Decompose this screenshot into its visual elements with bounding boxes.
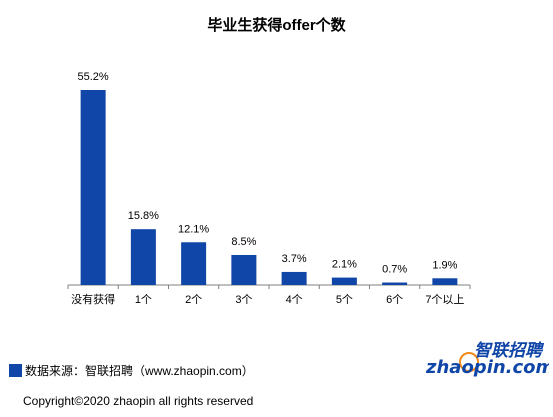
category-label-4: 3个: [235, 293, 252, 306]
source-marker-icon: [9, 364, 22, 377]
bar-1: [80, 90, 106, 285]
category-label-2: 1个: [135, 293, 152, 306]
copyright-text: Copyright©2020 zhaopin all rights reserv…: [23, 394, 254, 408]
bar-6: [331, 277, 357, 285]
logo-accent-ring: [459, 352, 479, 372]
value-labels-group: 55.2% 15.8% 12.1% 8.5% 3.7% 2.1% 0.7% 1.9%: [78, 71, 458, 276]
logo-cn-text: 智联招聘: [474, 341, 545, 361]
category-label-6: 5个: [336, 293, 353, 306]
bar-7: [382, 282, 408, 285]
bars-group: [80, 90, 458, 285]
bar-8: [432, 278, 458, 285]
value-label-1: 55.2%: [78, 71, 109, 83]
category-label-8: 7个以上: [425, 293, 464, 306]
tick-marks-group: [67, 285, 471, 289]
value-label-3: 12.1%: [178, 223, 209, 235]
category-label-5: 4个: [286, 293, 303, 306]
bar-2: [130, 229, 156, 285]
value-label-6: 2.1%: [332, 259, 357, 271]
value-label-8: 1.9%: [432, 259, 457, 271]
category-label-1: 没有获得: [71, 292, 115, 306]
bar-4: [231, 254, 257, 285]
bar-5: [281, 271, 307, 285]
chart-title: 毕业生获得offer个数: [207, 17, 346, 34]
logo-en-text: zhaopin.com: [425, 357, 549, 378]
source-text: 数据来源：智联招聘（www.zhaopin.com）: [25, 364, 254, 378]
value-label-2: 15.8%: [128, 210, 159, 222]
value-label-5: 3.7%: [282, 253, 307, 265]
category-label-3: 2个: [185, 293, 202, 306]
value-label-4: 8.5%: [231, 236, 256, 248]
value-label-7: 0.7%: [382, 264, 407, 276]
bar-3: [181, 242, 207, 285]
zhaopin-logo: 智联招聘 zhaopin.com: [425, 341, 549, 378]
category-label-7: 6个: [386, 293, 403, 306]
category-labels-group: 没有获得 1个 2个 3个 4个 5个 6个 7个以上: [71, 292, 464, 306]
source-note: 数据来源：智联招聘（www.zhaopin.com）: [9, 362, 254, 379]
